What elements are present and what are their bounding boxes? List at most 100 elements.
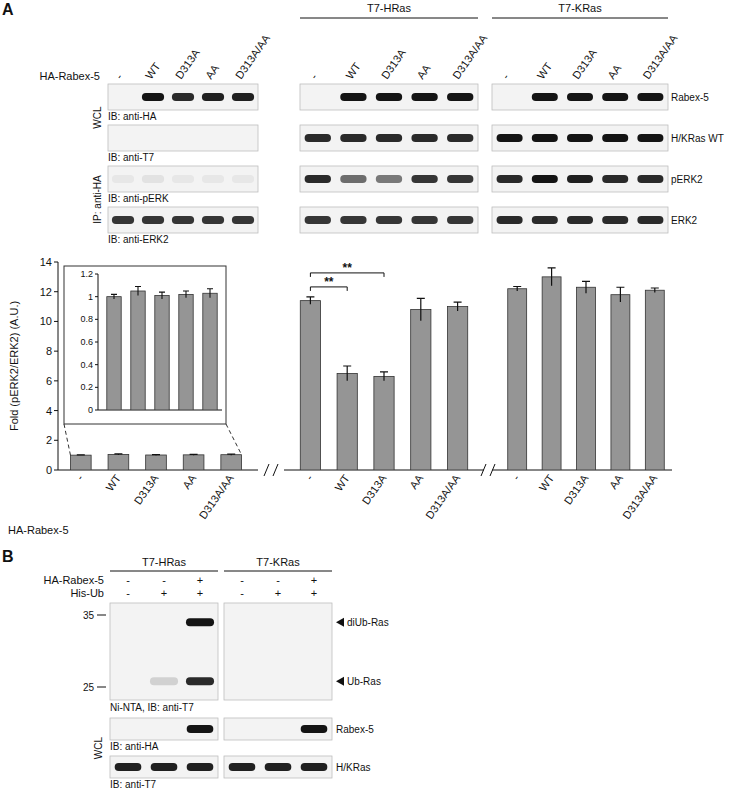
band: [637, 134, 663, 142]
lane-label: D313A: [379, 46, 409, 81]
x-tick-label: D313A/AA: [423, 472, 463, 522]
blot-frame: [108, 84, 258, 110]
band: [305, 216, 331, 224]
condition-value: -: [126, 574, 130, 586]
lane-label: AA: [414, 62, 433, 81]
error-bar: [380, 372, 388, 381]
blot-caption: Ni-NTA, IB: anti-T7: [110, 702, 194, 713]
row-label: HA-Rabex-5: [39, 70, 100, 82]
inset-bars: [107, 286, 217, 410]
condition-value: -: [240, 574, 244, 586]
y-axis: [58, 262, 59, 470]
group-line: [224, 571, 332, 572]
band: [447, 93, 473, 101]
lane-label: D313A: [173, 46, 203, 81]
band: [202, 93, 224, 101]
bar: [179, 294, 193, 410]
blot-frame: [108, 125, 258, 151]
condition-value: -: [126, 587, 130, 599]
condition-value: +: [311, 587, 317, 599]
band: [376, 216, 402, 224]
bar: [203, 293, 217, 410]
band: [447, 134, 473, 142]
axis-break: [264, 464, 269, 476]
marker-label: 35: [83, 610, 95, 621]
lane-label: WT: [535, 60, 555, 81]
blot-frame: [300, 166, 478, 192]
blot-caption: IB: anti-T7: [110, 779, 157, 790]
panel-letter: B: [2, 548, 14, 565]
marker-tick: [97, 687, 106, 688]
y-tick: [54, 380, 58, 381]
bar: [611, 295, 630, 470]
error-bar: [152, 454, 160, 456]
bar: [70, 455, 91, 470]
band: [112, 216, 134, 224]
bar: [508, 289, 527, 470]
band: [265, 763, 292, 771]
y-tick: [54, 351, 58, 352]
condition-value: +: [197, 587, 203, 599]
blot-caption: IB: anti-ERK2: [108, 234, 169, 245]
y-tick: [54, 470, 58, 471]
band: [187, 725, 214, 733]
condition-value: +: [161, 587, 167, 599]
band: [411, 134, 437, 142]
inset-y-tick-label: 1: [88, 292, 93, 302]
band: [637, 216, 663, 224]
lane-label: -: [113, 71, 125, 81]
blot-frame: [300, 125, 478, 151]
band: [340, 175, 366, 183]
lane-label: D313A: [570, 46, 600, 81]
x-tick-label: D313A/AA: [197, 472, 237, 522]
band: [637, 93, 663, 101]
blot-caption: IB: anti-HA: [110, 741, 159, 752]
side-label: WCL: [92, 106, 103, 129]
band: [172, 175, 194, 183]
inset-connector: [226, 424, 242, 455]
blot-name: ERK2: [671, 215, 698, 226]
band: [376, 175, 402, 183]
inset-y-tick-label: 0.4: [80, 360, 93, 370]
inset-y-tick: [95, 319, 98, 320]
marker-label: 25: [83, 682, 95, 693]
band: [376, 93, 402, 101]
y-tick: [54, 410, 58, 411]
band: [497, 175, 523, 183]
band: [112, 175, 134, 183]
bar: [300, 301, 320, 470]
blot-name: H/KRas WT: [671, 133, 724, 144]
band: [567, 93, 593, 101]
inset-y-tick: [95, 274, 98, 275]
y-tick-label: 6: [46, 375, 52, 387]
band-arrow: [336, 618, 344, 627]
band: [187, 763, 214, 771]
band: [202, 216, 224, 224]
blot-frame: [224, 603, 332, 700]
bar: [183, 455, 204, 470]
condition-label: HA-Rabex-5: [43, 574, 104, 586]
bar: [645, 290, 664, 470]
inset-frame: [64, 266, 226, 424]
lane-label: D313A/AA: [640, 32, 680, 82]
error-bar: [183, 291, 189, 298]
band: [115, 763, 142, 771]
x-tick-label: D313A: [360, 472, 390, 507]
inset-y-tick-label: 1.2: [80, 269, 93, 279]
inset-y-tick: [95, 387, 98, 388]
condition-value: -: [276, 574, 280, 586]
blot-frame: [110, 756, 218, 778]
error-bar: [513, 287, 521, 291]
band: [447, 175, 473, 183]
blot-frame: [300, 207, 478, 233]
band: [532, 134, 558, 142]
error-bar: [454, 302, 462, 311]
x-tick-label: WT: [103, 472, 123, 493]
blot-name: Rabex-5: [671, 92, 709, 103]
band: [232, 216, 254, 224]
band-label: diUb-Ras: [347, 617, 389, 628]
blot-frame: [492, 207, 668, 233]
bar: [155, 296, 169, 410]
band: [232, 93, 254, 101]
band: [602, 134, 628, 142]
